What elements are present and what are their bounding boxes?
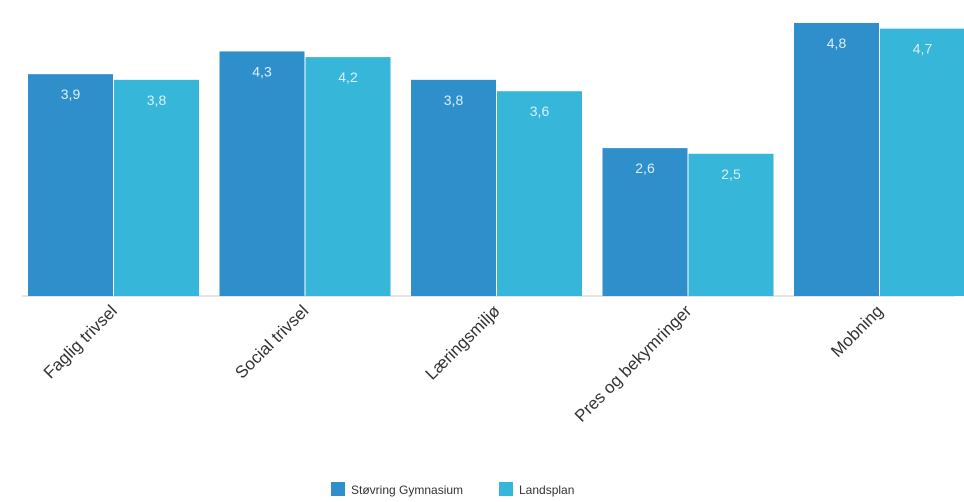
data-label-stovring-1: 4,3 [252,63,272,79]
bar-stovring-4 [794,22,879,296]
x-tick-label-0: Faglig trivsel [40,301,121,382]
x-tick-labels: Faglig trivsel Social trivsel Læringsmiljø… [40,301,887,426]
legend-swatch-stovring [331,482,345,496]
bar-stovring-3 [602,148,688,296]
data-label-landsplan-4: 4,7 [913,41,933,57]
data-label-stovring-0: 3,9 [61,86,81,102]
bar-stovring-2 [411,79,496,296]
x-tick-label-1: Social trivsel [231,301,312,382]
legend: Støvring Gymnasium Landsplan [331,482,574,497]
data-label-landsplan-3: 2,5 [721,166,741,182]
x-tick-label-3: Pres og bekymringer [571,301,696,426]
bar-landsplan-4 [880,28,964,296]
bar-stovring-1 [219,51,305,296]
bar-landsplan-2 [497,91,582,297]
bar-stovring-0 [28,74,113,296]
data-label-stovring-3: 2,6 [635,160,655,176]
x-tick-label-4: Mobning [827,301,887,361]
x-tick-label-2: Læringsmiljø [422,301,504,383]
data-label-landsplan-0: 3,8 [147,92,167,108]
bar-landsplan-3 [688,153,774,296]
data-label-stovring-2: 3,8 [444,92,464,108]
data-label-stovring-4: 4,8 [827,35,847,51]
legend-swatch-landsplan [499,482,513,496]
legend-label-landsplan: Landsplan [519,483,574,497]
bars-group: 3,9 3,8 4,3 4,2 3,8 3,6 2,6 2,5 4,8 4,7 [28,22,964,297]
data-label-landsplan-2: 3,6 [530,103,550,119]
data-label-landsplan-1: 4,2 [338,69,358,85]
bar-landsplan-1 [305,57,391,296]
legend-label-stovring: Støvring Gymnasium [351,483,463,497]
bar-landsplan-0 [114,79,199,296]
